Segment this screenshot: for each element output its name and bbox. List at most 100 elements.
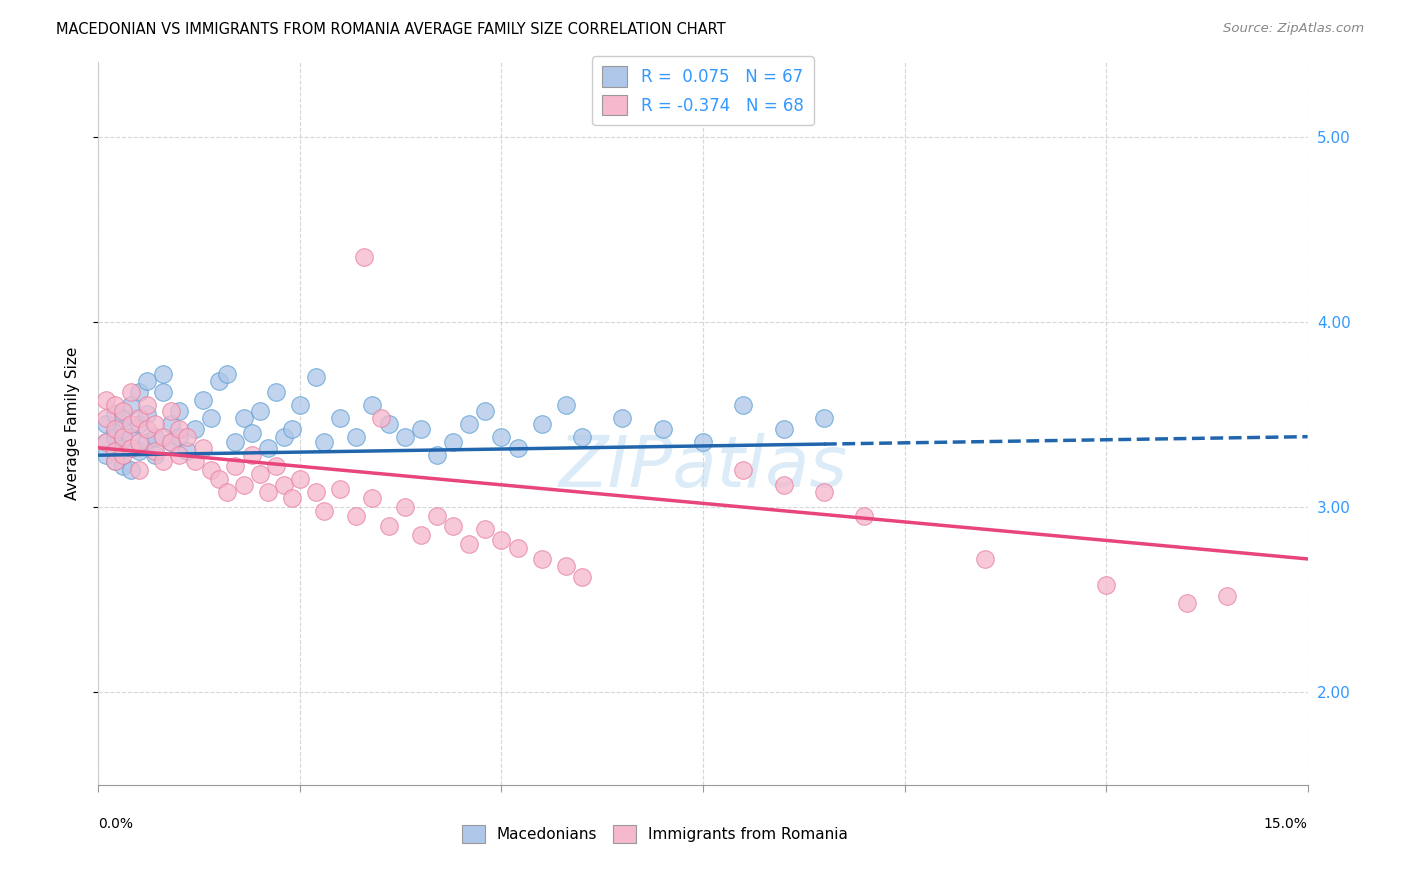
Point (394, 430, 416, 444)
Point (143, 448, 166, 462)
Point (344, 430, 367, 444)
Point (394, 500, 416, 514)
Point (772, 422, 794, 436)
Point (135, 408, 157, 422)
Point (143, 430, 166, 444)
Point (232, 478, 254, 492)
Text: 0.0%: 0.0% (98, 817, 134, 831)
Point (143, 417, 166, 431)
Point (167, 422, 190, 436)
Point (240, 448, 263, 462)
Point (491, 430, 513, 444)
Point (361, 398, 384, 412)
Point (458, 417, 481, 431)
Point (135, 374, 157, 388)
Point (111, 448, 134, 462)
Point (96, 435, 118, 450)
Point (409, 528, 432, 542)
Point (111, 430, 134, 444)
Point (273, 478, 295, 492)
Point (474, 522, 496, 536)
Text: 15.0%: 15.0% (1264, 817, 1308, 831)
Point (167, 403, 190, 417)
Point (249, 467, 271, 481)
Point (329, 411, 352, 425)
Point (281, 422, 304, 436)
Point (249, 403, 271, 417)
Point (184, 422, 207, 436)
Point (193, 392, 215, 407)
Point (1175, 596, 1198, 610)
Point (813, 485, 835, 500)
Point (152, 430, 174, 444)
Point (458, 537, 481, 551)
Point (344, 509, 367, 524)
Y-axis label: Average Family Size: Average Family Size (65, 347, 80, 500)
Point (176, 430, 198, 444)
Point (128, 444, 150, 458)
Point (1216, 589, 1239, 603)
Point (571, 570, 593, 584)
Point (530, 417, 553, 431)
Point (103, 454, 125, 468)
Point (651, 422, 673, 436)
Point (96, 417, 118, 431)
Point (612, 411, 634, 425)
Point (555, 398, 578, 412)
Point (96, 411, 118, 425)
Point (120, 441, 142, 455)
Point (103, 425, 125, 440)
Point (120, 430, 142, 444)
Point (152, 367, 174, 381)
Point (772, 478, 794, 492)
Point (128, 385, 150, 400)
Point (305, 485, 328, 500)
Point (555, 559, 578, 574)
Point (103, 444, 125, 458)
Point (152, 454, 174, 468)
Point (224, 435, 246, 450)
Point (193, 441, 215, 455)
Point (160, 417, 183, 431)
Point (103, 430, 125, 444)
Point (264, 459, 287, 474)
Point (135, 435, 157, 450)
Point (128, 411, 150, 425)
Point (111, 459, 134, 474)
Point (426, 448, 449, 462)
Point (217, 367, 239, 381)
Point (353, 250, 375, 264)
Point (135, 422, 157, 436)
Point (96, 448, 118, 462)
Point (103, 408, 125, 422)
Point (264, 385, 287, 400)
Point (571, 430, 593, 444)
Text: MACEDONIAN VS IMMIGRANTS FROM ROMANIA AVERAGE FAMILY SIZE CORRELATION CHART: MACEDONIAN VS IMMIGRANTS FROM ROMANIA AV… (56, 22, 725, 37)
Point (200, 463, 222, 477)
Point (160, 435, 183, 450)
Point (733, 398, 755, 412)
Point (120, 385, 142, 400)
Point (167, 430, 190, 444)
Point (314, 435, 336, 450)
Point (506, 541, 529, 555)
Point (853, 509, 876, 524)
Point (96, 392, 118, 407)
Point (491, 533, 513, 548)
Point (160, 435, 183, 450)
Point (441, 518, 464, 533)
Point (426, 509, 449, 524)
Point (152, 385, 174, 400)
Point (288, 398, 311, 412)
Point (111, 422, 134, 436)
Point (217, 485, 239, 500)
Point (128, 463, 150, 477)
Point (441, 435, 464, 450)
Point (120, 398, 142, 412)
Point (120, 417, 142, 431)
Point (143, 444, 166, 458)
Point (208, 374, 231, 388)
Point (128, 417, 150, 431)
Text: Source: ZipAtlas.com: Source: ZipAtlas.com (1223, 22, 1364, 36)
Point (111, 411, 134, 425)
